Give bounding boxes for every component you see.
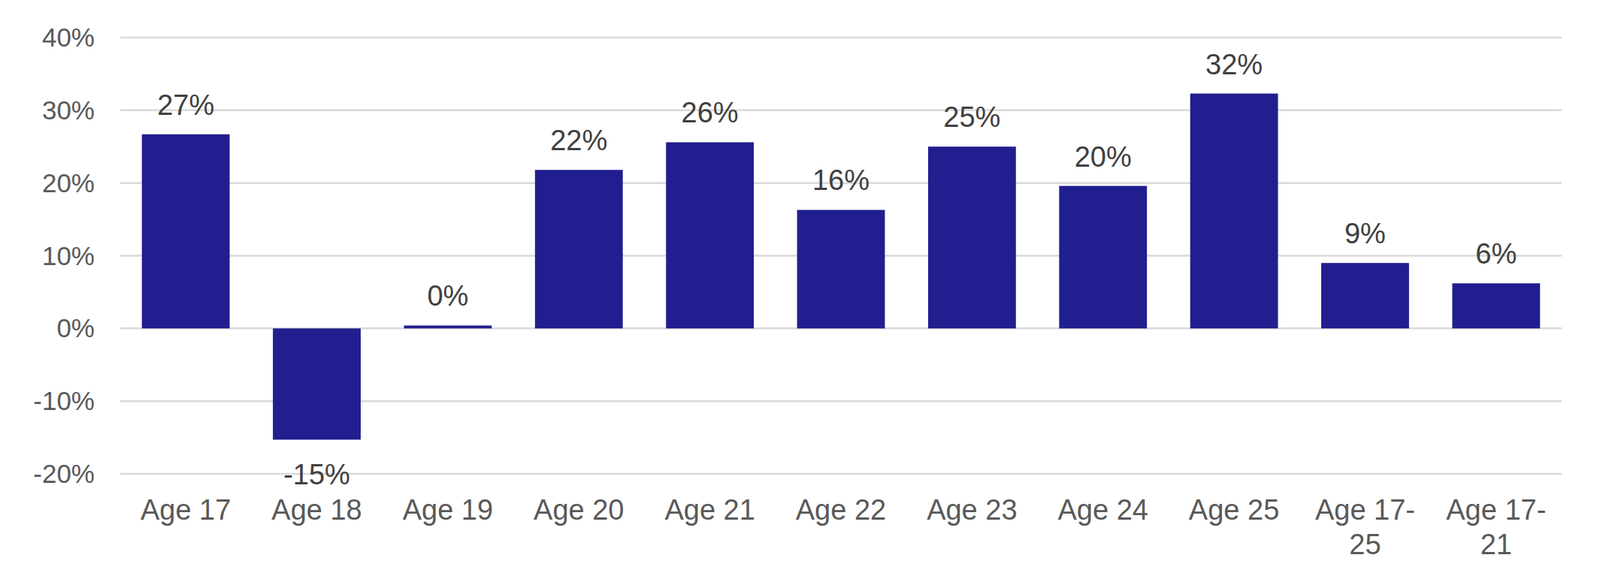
- chart-svg: -20% -10% 0% 10% 20% 30% 40% 27% -15% 0% 22% 26% 16%…: [0, 0, 1600, 585]
- data-label: 6%: [1475, 238, 1517, 270]
- data-label: 16%: [812, 164, 870, 197]
- x-tick-label: Age 19: [402, 494, 494, 527]
- y-tick-label: 40%: [42, 22, 95, 52]
- label-line: 25: [1348, 529, 1381, 561]
- bar: [1451, 283, 1540, 329]
- y-tick-label: 0%: [56, 313, 95, 343]
- x-tick-label: Age 23: [926, 494, 1017, 527]
- data-label: -15%: [283, 459, 351, 491]
- y-tick-label: -10%: [33, 386, 95, 416]
- x-tick-label: Age 17-21: [1445, 494, 1546, 561]
- x-tick-label: Age 17-25: [1315, 494, 1416, 561]
- x-tick-label: Age 24: [1058, 494, 1149, 527]
- data-label: 9%: [1344, 217, 1386, 250]
- bar: [797, 209, 886, 329]
- x-tick-label: Age 20: [533, 494, 624, 527]
- grid-line: [120, 36, 1562, 40]
- bar: [665, 142, 754, 329]
- bar: [928, 146, 1017, 329]
- bar: [272, 328, 361, 440]
- x-tick-label: Age 18: [271, 494, 362, 527]
- x-tick-label: Age 22: [795, 494, 887, 527]
- grid-line: [120, 109, 1562, 112]
- bar: [142, 134, 230, 330]
- label-line: Age 17-: [1445, 494, 1546, 527]
- data-label: 20%: [1074, 141, 1132, 173]
- y-tick-label: 10%: [42, 241, 95, 271]
- data-label: 22%: [550, 124, 608, 157]
- data-label: 25%: [943, 101, 1001, 134]
- bar: [403, 325, 492, 329]
- x-tick-label: Age 17: [140, 494, 231, 527]
- y-tick-label: -20%: [33, 459, 95, 489]
- bar: [535, 169, 624, 329]
- bar: [1321, 263, 1410, 329]
- grid: [120, 37, 1562, 475]
- chart-container: -20% -10% 0% 10% 20% 30% 40% 27% -15% 0% 22% 26% 16%…: [0, 0, 1600, 585]
- data-label: 26%: [681, 96, 739, 129]
- label-line: 21: [1480, 529, 1513, 561]
- bar: [1058, 186, 1147, 330]
- label-line: Age 17-: [1315, 494, 1416, 527]
- x-tick-label: Age 25: [1188, 494, 1280, 527]
- y-tick-label: 20%: [42, 168, 95, 198]
- y-tick-label: 30%: [42, 95, 95, 125]
- data-label: 0%: [426, 280, 469, 312]
- bar: [1190, 93, 1279, 330]
- bars: [142, 93, 1540, 441]
- data-label: 32%: [1205, 48, 1263, 81]
- x-tick-label: Age 21: [664, 494, 755, 527]
- data-label: 27%: [157, 89, 215, 121]
